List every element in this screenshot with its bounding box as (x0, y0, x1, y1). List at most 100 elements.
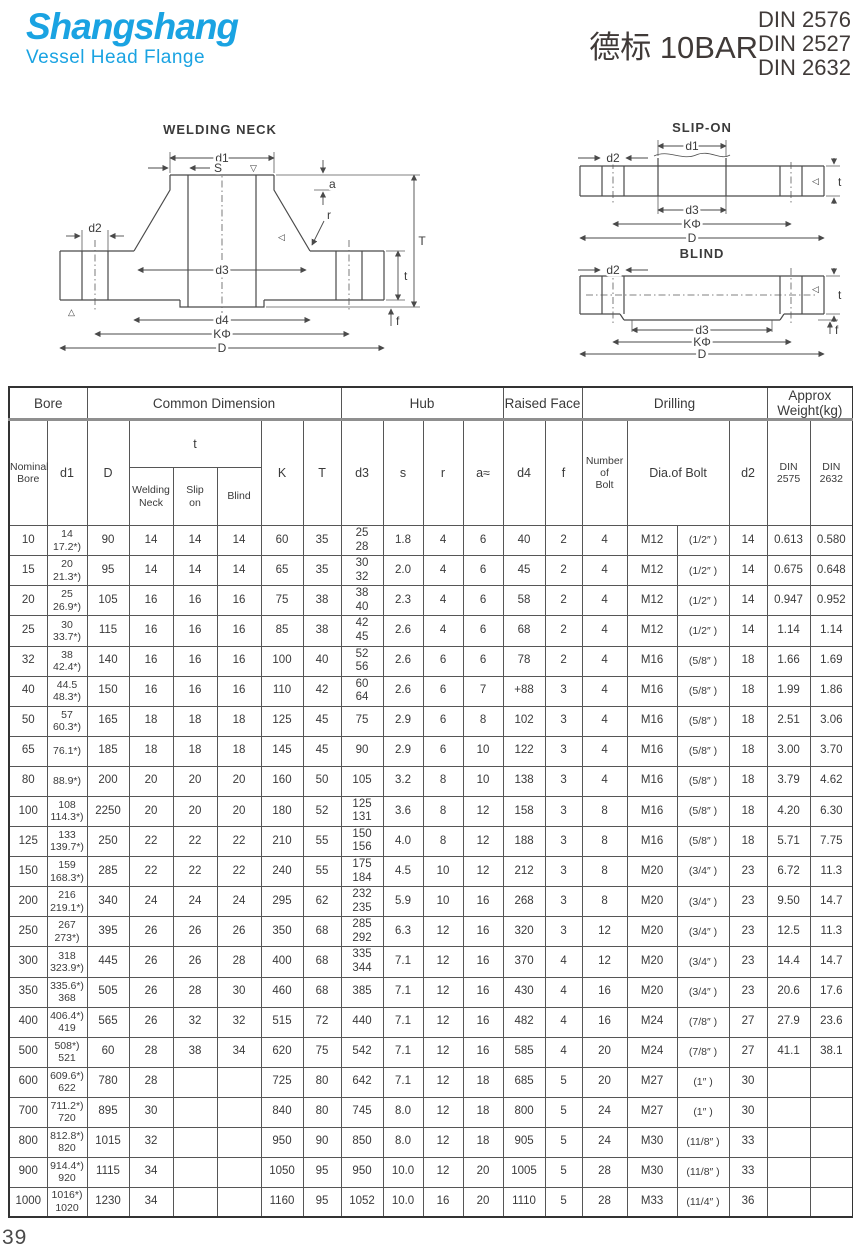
cell-w_din2632: 14.7 (809, 886, 853, 918)
cell-bolt_count: 16 (581, 976, 628, 1008)
cell-nominal: 900 (8, 1156, 48, 1188)
col-header-d2: d2 (728, 419, 768, 526)
cell-d3: 1052 (340, 1186, 384, 1218)
cell-t_blind (216, 1096, 262, 1128)
cell-T: 68 (302, 946, 342, 978)
cell-bolt_count: 12 (581, 946, 628, 978)
cell-T: 55 (302, 855, 342, 888)
cell-bolt_inch: (1/2″ ) (676, 615, 730, 647)
cell-d4: 1110 (502, 1186, 546, 1218)
cell-bolt_count: 4 (581, 675, 628, 707)
cell-T: 95 (302, 1156, 342, 1188)
cell-T: 90 (302, 1126, 342, 1158)
cell-d1: 44.5 48.3*) (46, 675, 88, 707)
cell-t_slip_on: 16 (172, 585, 218, 617)
blind-dimension-lines (578, 266, 838, 358)
cell-d3: 42 45 (340, 615, 384, 647)
flange-table-body: 10 14 17.2*) 90 14 14 14 60 35 25 28 1.8 4 6 40 2 4 M12… (8, 524, 853, 1218)
cell-a: 6 (462, 555, 504, 587)
cell-t_slip_on: 18 (172, 705, 218, 737)
cell-a: 18 (462, 1126, 504, 1158)
cell-nominal: 1000 (8, 1186, 48, 1218)
cell-s: 7.1 (382, 1006, 424, 1038)
cell-a: 16 (462, 1036, 504, 1068)
table-row: 600 609.6*) 622 780 28 725 80 642 7.1 12 18 685 5 20… (8, 1066, 853, 1098)
cell-a: 12 (462, 795, 504, 827)
cell-a: 6 (462, 645, 504, 677)
label-s: S (214, 161, 222, 175)
cell-D: 1115 (86, 1156, 130, 1188)
cell-a: 16 (462, 976, 504, 1008)
cell-a: 10 (462, 765, 504, 797)
cell-d1: 335.6*) 368 (46, 976, 88, 1008)
col-header-d3: d3 (340, 419, 384, 526)
label-d4: d4 (215, 313, 229, 327)
cell-t_welding_neck: 34 (128, 1186, 174, 1218)
cell-d2: 14 (728, 585, 768, 617)
cell-D: 105 (86, 585, 130, 617)
cell-bolt_metric: M12 (626, 524, 678, 557)
cell-f: 5 (544, 1186, 583, 1218)
cell-d2: 18 (728, 675, 768, 707)
cell-r: 4 (422, 524, 464, 557)
cell-d4: 68 (502, 615, 546, 647)
cell-K: 400 (260, 946, 304, 978)
cell-w_din2575: 41.1 (766, 1036, 811, 1068)
pressure-rating: 德标 10BAR (589, 29, 759, 65)
cell-r: 12 (422, 1156, 464, 1188)
cell-w_din2575: 12.5 (766, 916, 811, 948)
cell-bolt_inch: (5/8″ ) (676, 765, 730, 797)
cell-a: 18 (462, 1096, 504, 1128)
cell-f: 5 (544, 1126, 583, 1158)
cell-d1: 76.1*) (46, 735, 88, 767)
group-header-hub: Hub (340, 386, 504, 421)
cell-t_blind: 20 (216, 795, 262, 827)
cell-K: 210 (260, 825, 304, 858)
cell-s: 7.1 (382, 1066, 424, 1098)
cell-d2: 23 (728, 886, 768, 918)
cell-s: 3.6 (382, 795, 424, 827)
cell-K: 1050 (260, 1156, 304, 1188)
cell-bolt_inch: (3/4″ ) (676, 886, 730, 918)
cell-a: 6 (462, 524, 504, 557)
cell-t_slip_on (172, 1186, 218, 1218)
cell-a: 6 (462, 585, 504, 617)
cell-w_din2632: 11.3 (809, 916, 853, 948)
cell-d1: 57 60.3*) (46, 705, 88, 737)
cell-t_blind: 34 (216, 1036, 262, 1068)
cell-bolt_inch: (1/2″ ) (676, 524, 730, 557)
cell-K: 65 (260, 555, 304, 587)
cell-t_blind: 26 (216, 916, 262, 948)
cell-nominal: 32 (8, 645, 48, 677)
cell-D: 185 (86, 735, 130, 767)
cell-w_din2575 (766, 1066, 811, 1098)
cell-D: 340 (86, 886, 130, 918)
cell-d2: 30 (728, 1066, 768, 1098)
cell-t_welding_neck: 16 (128, 615, 174, 647)
cell-d4: 40 (502, 524, 546, 557)
cell-T: 62 (302, 886, 342, 918)
cell-d2: 23 (728, 946, 768, 978)
cell-D: 60 (86, 1036, 130, 1068)
cell-s: 2.3 (382, 585, 424, 617)
label-d2: d2 (88, 221, 102, 235)
cell-bolt_count: 4 (581, 585, 628, 617)
cell-a: 16 (462, 886, 504, 918)
cell-K: 145 (260, 735, 304, 767)
cell-T: 50 (302, 765, 342, 797)
cell-d1: 406.4*) 419 (46, 1006, 88, 1038)
cell-D: 115 (86, 615, 130, 647)
cell-bolt_inch: (1/2″ ) (676, 585, 730, 617)
cell-t_slip_on (172, 1156, 218, 1188)
group-header-common-dimension: Common Dimension (86, 386, 342, 421)
label-d1: d1 (685, 139, 699, 153)
cell-K: 240 (260, 855, 304, 888)
label-t: t (838, 288, 842, 302)
cell-bolt_count: 24 (581, 1096, 628, 1128)
group-header-raised-face: Raised Face (502, 386, 583, 421)
cell-K: 1160 (260, 1186, 304, 1218)
cell-f: 2 (544, 555, 583, 587)
cell-bolt_inch: (3/4″ ) (676, 976, 730, 1008)
cell-w_din2632: 23.6 (809, 1006, 853, 1038)
col-header-nominal-bore: Nominal Bore (8, 419, 49, 526)
